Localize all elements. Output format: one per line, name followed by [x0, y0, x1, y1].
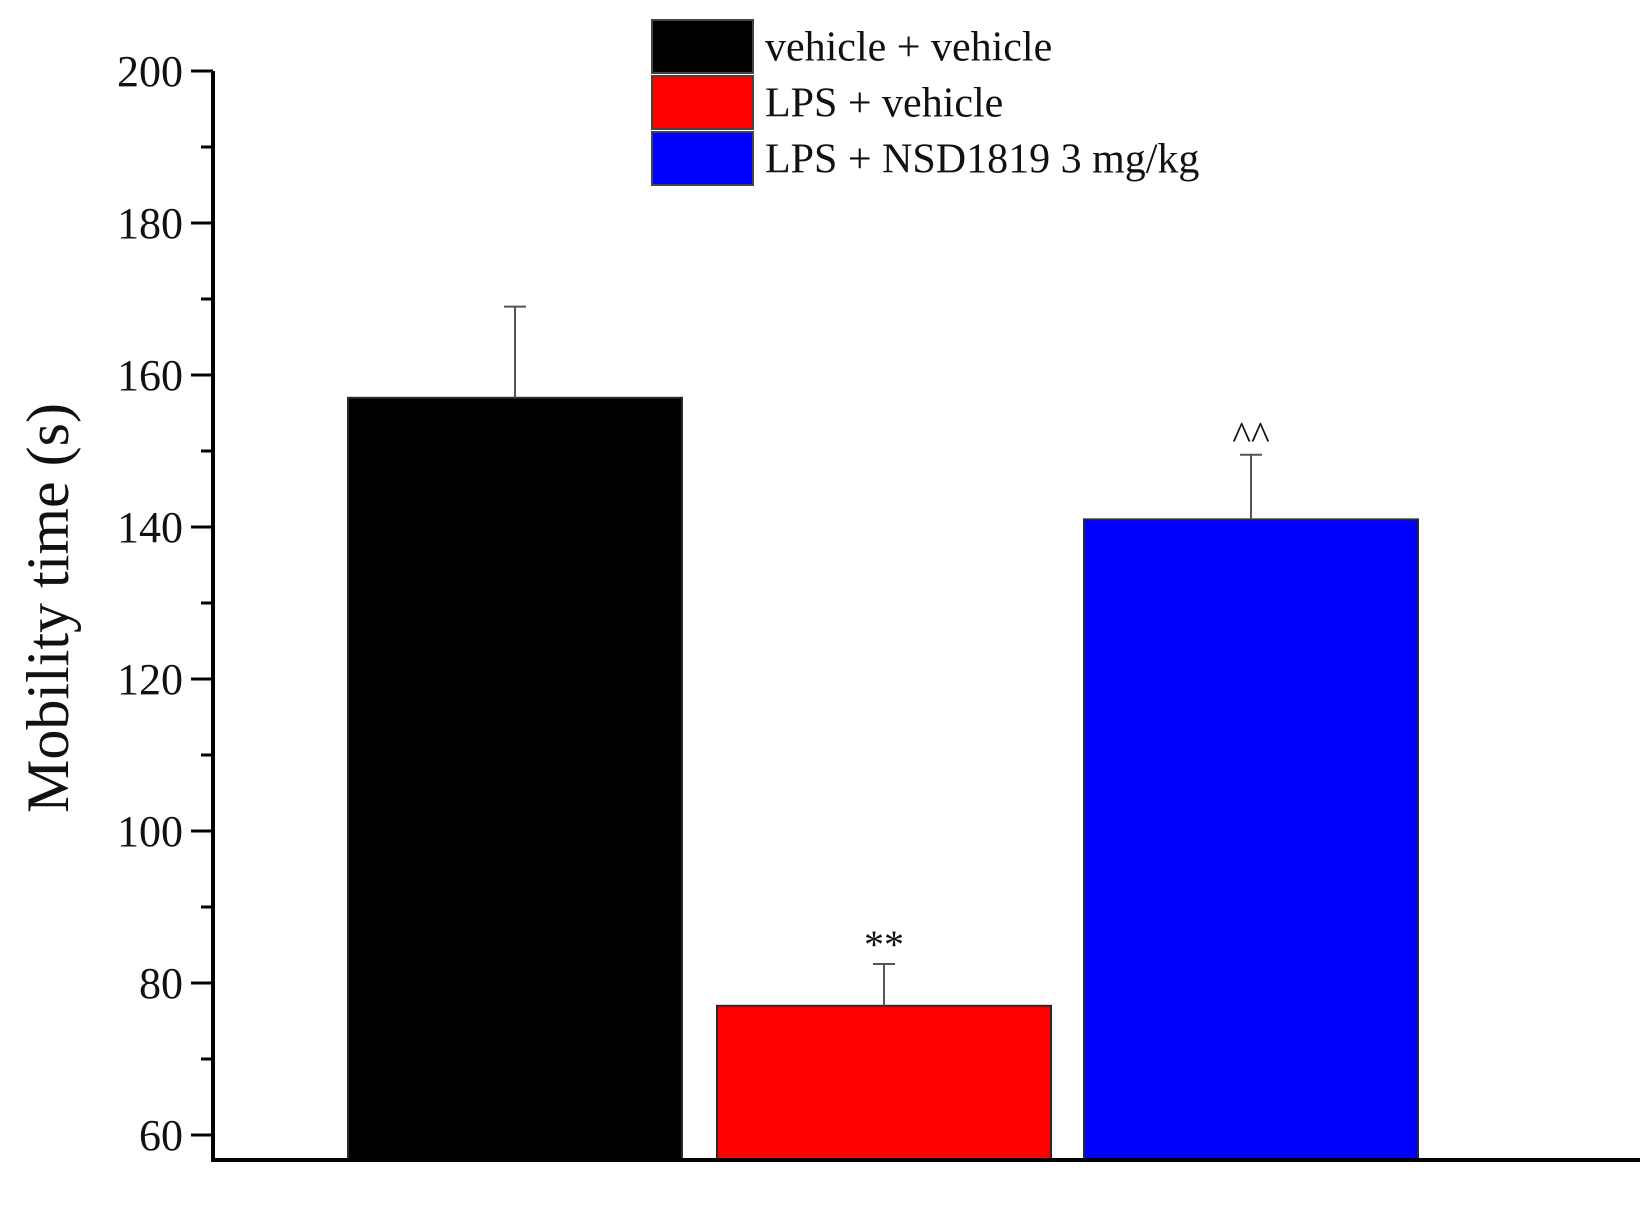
y-tick-label: 140 [117, 503, 183, 552]
error-bars-layer [504, 305, 1262, 1006]
y-tick-label: 160 [117, 351, 183, 400]
legend: vehicle + vehicle LPS + vehicle LPS + NSD1… [651, 19, 1199, 186]
bar [347, 396, 683, 1161]
significance-label: ** [864, 922, 904, 967]
bars-layer [347, 396, 1419, 1161]
legend-label: LPS + NSD1819 3 mg/kg [765, 137, 1199, 183]
legend-swatch [651, 75, 754, 130]
significance-label: ^^ [1232, 413, 1270, 458]
bar [1083, 518, 1419, 1161]
y-tick-label: 180 [117, 199, 183, 248]
y-axis-title: Mobility time (s) [15, 403, 81, 813]
bar [716, 1004, 1052, 1161]
legend-label: vehicle + vehicle [765, 25, 1052, 71]
legend-label: LPS + vehicle [765, 81, 1003, 127]
y-ticks: 60 80 100 120 140 160 180 200 [117, 47, 213, 1160]
y-tick-label: 200 [117, 47, 183, 96]
legend-swatch [651, 131, 754, 186]
y-axis [211, 71, 1640, 1162]
y-tick-label: 60 [139, 1111, 183, 1160]
significance-layer: ** ^^ [864, 413, 1270, 967]
legend-swatch [651, 19, 754, 74]
y-tick-label: 100 [117, 807, 183, 856]
y-tick-label: 80 [139, 959, 183, 1008]
y-tick-label: 120 [117, 655, 183, 704]
